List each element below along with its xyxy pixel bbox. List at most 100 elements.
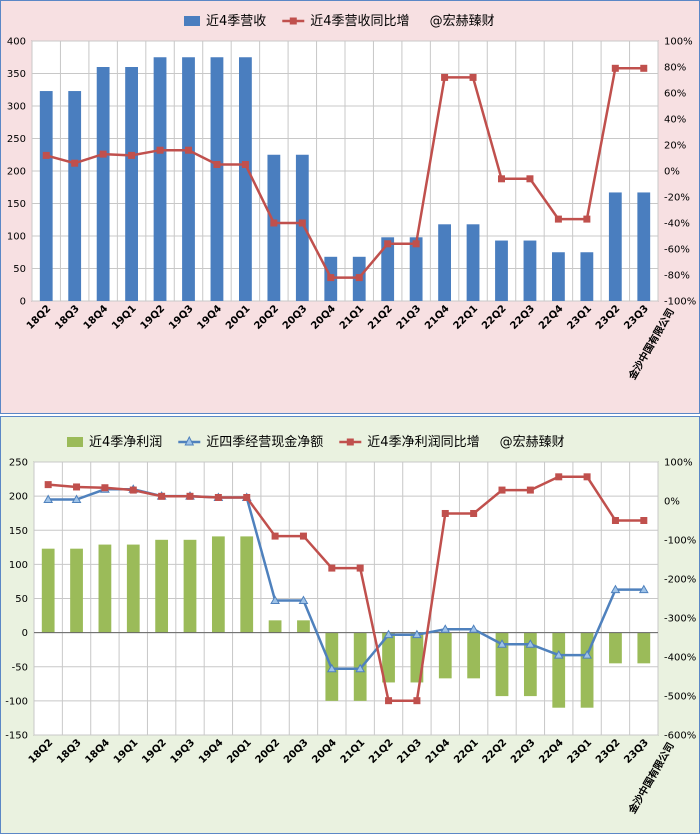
x-tick-label: 18Q4	[82, 303, 111, 332]
line-point	[582, 650, 592, 659]
x-tick-label: 22Q3	[509, 303, 538, 332]
bar	[153, 57, 167, 301]
x-tick-label: 21Q1	[338, 303, 367, 332]
line-point	[298, 595, 309, 605]
line-point	[583, 215, 591, 223]
x-tick-label: 21Q1	[339, 737, 368, 766]
bar	[155, 539, 169, 633]
line-point	[383, 629, 394, 639]
legend-swatch	[184, 16, 200, 26]
y-left-tick-label: -50	[12, 662, 28, 673]
legend-label: 近4季净利润同比增	[367, 435, 479, 450]
bar	[552, 632, 566, 708]
y-left-tick-label: 200	[7, 167, 26, 178]
y-left-tick-label: 0	[20, 297, 26, 308]
bar	[267, 154, 281, 301]
y-left-tick-label: 300	[7, 102, 26, 113]
line-point	[44, 481, 52, 489]
x-tick-label: 20Q1	[224, 303, 253, 332]
y-left-tick-label: 200	[9, 492, 28, 503]
y-left-tick-label: 350	[7, 69, 26, 80]
x-tick-label: 22Q2	[481, 737, 510, 766]
line-point	[441, 509, 449, 517]
bar	[295, 154, 309, 301]
bar	[125, 67, 138, 301]
line-point	[498, 175, 505, 183]
line-point	[497, 639, 507, 648]
y-left-tick-label: 50	[13, 264, 26, 275]
bar	[467, 632, 481, 679]
x-tick-label: 23Q3	[622, 303, 651, 332]
bar	[68, 91, 82, 301]
y-left-tick-label: 100	[9, 560, 28, 571]
bar	[637, 192, 651, 301]
line-point	[441, 73, 449, 81]
x-tick-label: 20Q2	[254, 737, 283, 766]
x-tick-label: 21Q3	[395, 303, 424, 332]
line-point	[611, 64, 619, 72]
y-left-tick-label: 400	[7, 37, 26, 48]
y-left-tick-label: 100	[7, 232, 26, 243]
x-tick-label: 18Q3	[53, 303, 82, 332]
series-line	[48, 475, 644, 702]
bar	[183, 539, 197, 633]
line-point	[214, 493, 222, 501]
legend-marker	[346, 438, 354, 446]
x-tick-label: 19Q2	[140, 737, 169, 766]
x-tick-label: 21Q2	[366, 303, 395, 332]
line-point	[468, 624, 479, 633]
y-right-tick-label: -600%	[664, 731, 696, 742]
line-point	[640, 517, 648, 524]
bar	[70, 548, 83, 633]
legend-label: 近4季营收同比增	[310, 14, 409, 29]
revenue-chart: 0 50 100 150 200 250 300 350 400 -100% -80% -60% -40…	[7, 14, 696, 383]
profit-chart: -150 -100 -50 0 50 100 150 200 250 -600% -500% -400…	[5, 434, 696, 817]
bar	[382, 632, 395, 683]
y-right-tick-label: -100%	[664, 297, 696, 308]
line-point	[241, 161, 249, 168]
y-right-tick-label: -20%	[664, 193, 690, 204]
y-left-tick-label: 0	[22, 628, 28, 639]
x-tick-label: 18Q2	[25, 303, 54, 332]
y-right-tick-label: -200%	[664, 575, 696, 586]
x-tick-label: 20Q3	[281, 303, 310, 332]
x-tick-label: 19Q4	[196, 303, 225, 332]
x-tick-label: 22Q3	[509, 737, 538, 766]
line-point	[99, 150, 107, 158]
x-tick-label: 22Q2	[480, 303, 509, 332]
x-tick-label: 22Q4	[537, 737, 566, 766]
bar	[580, 252, 594, 301]
legend-label: 近四季经营现金净额	[206, 434, 323, 450]
bar	[552, 252, 565, 301]
x-tick-label: 22Q1	[452, 737, 481, 766]
line-point	[270, 219, 278, 227]
line-point	[498, 486, 506, 494]
line-point	[298, 219, 306, 227]
x-tick-label: 23Q1	[565, 303, 594, 332]
x-tick-label: 23Q3	[622, 737, 651, 766]
x-tick-label: 19Q1	[112, 737, 141, 766]
line-point	[384, 240, 392, 248]
bar	[39, 91, 53, 301]
legend-label: 近4季营收	[206, 14, 266, 29]
bar	[637, 632, 651, 664]
y-right-tick-label: -300%	[664, 614, 696, 625]
x-tick-label: 19Q4	[197, 737, 226, 766]
line-point	[640, 64, 648, 72]
watermark: @宏赫臻财	[430, 14, 495, 29]
line-point	[299, 532, 307, 540]
y-left-tick-label: 250	[7, 134, 26, 145]
x-tick-label: 20Q3	[282, 737, 311, 766]
bar	[410, 632, 424, 683]
y-left-tick-label: 150	[7, 199, 26, 210]
series-line	[45, 67, 644, 279]
line-point	[553, 650, 564, 659]
x-tick-label: 20Q2	[252, 303, 281, 332]
legend-marker	[289, 17, 297, 25]
bar	[240, 536, 254, 633]
line-point	[71, 494, 82, 504]
y-left-tick-label: 250	[9, 458, 28, 469]
x-tick-label: 23Q2	[594, 737, 623, 766]
x-tick-label: 22Q1	[452, 303, 481, 332]
bar	[495, 632, 509, 697]
